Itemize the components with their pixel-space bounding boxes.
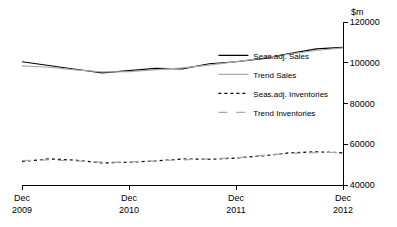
svg-text:Dec2011: Dec2011 bbox=[226, 193, 245, 215]
svg-text:60000: 60000 bbox=[350, 139, 375, 149]
svg-text:Dec2009: Dec2009 bbox=[12, 193, 32, 215]
svg-text:80000: 80000 bbox=[350, 99, 375, 109]
svg-text:Dec2010: Dec2010 bbox=[119, 193, 139, 215]
svg-text:Dec2012: Dec2012 bbox=[333, 193, 353, 215]
svg-text:120000: 120000 bbox=[350, 17, 380, 27]
svg-text:40000: 40000 bbox=[350, 180, 375, 190]
svg-text:Seas.adj. Sales: Seas.adj. Sales bbox=[253, 52, 309, 61]
svg-text:Trend Sales: Trend Sales bbox=[253, 71, 296, 80]
svg-text:$m: $m bbox=[351, 7, 364, 17]
svg-text:Seas.adj. Inventories: Seas.adj. Inventories bbox=[253, 90, 328, 99]
svg-text:Trend Inventories: Trend Inventories bbox=[253, 109, 315, 118]
svg-text:100000: 100000 bbox=[350, 58, 380, 68]
